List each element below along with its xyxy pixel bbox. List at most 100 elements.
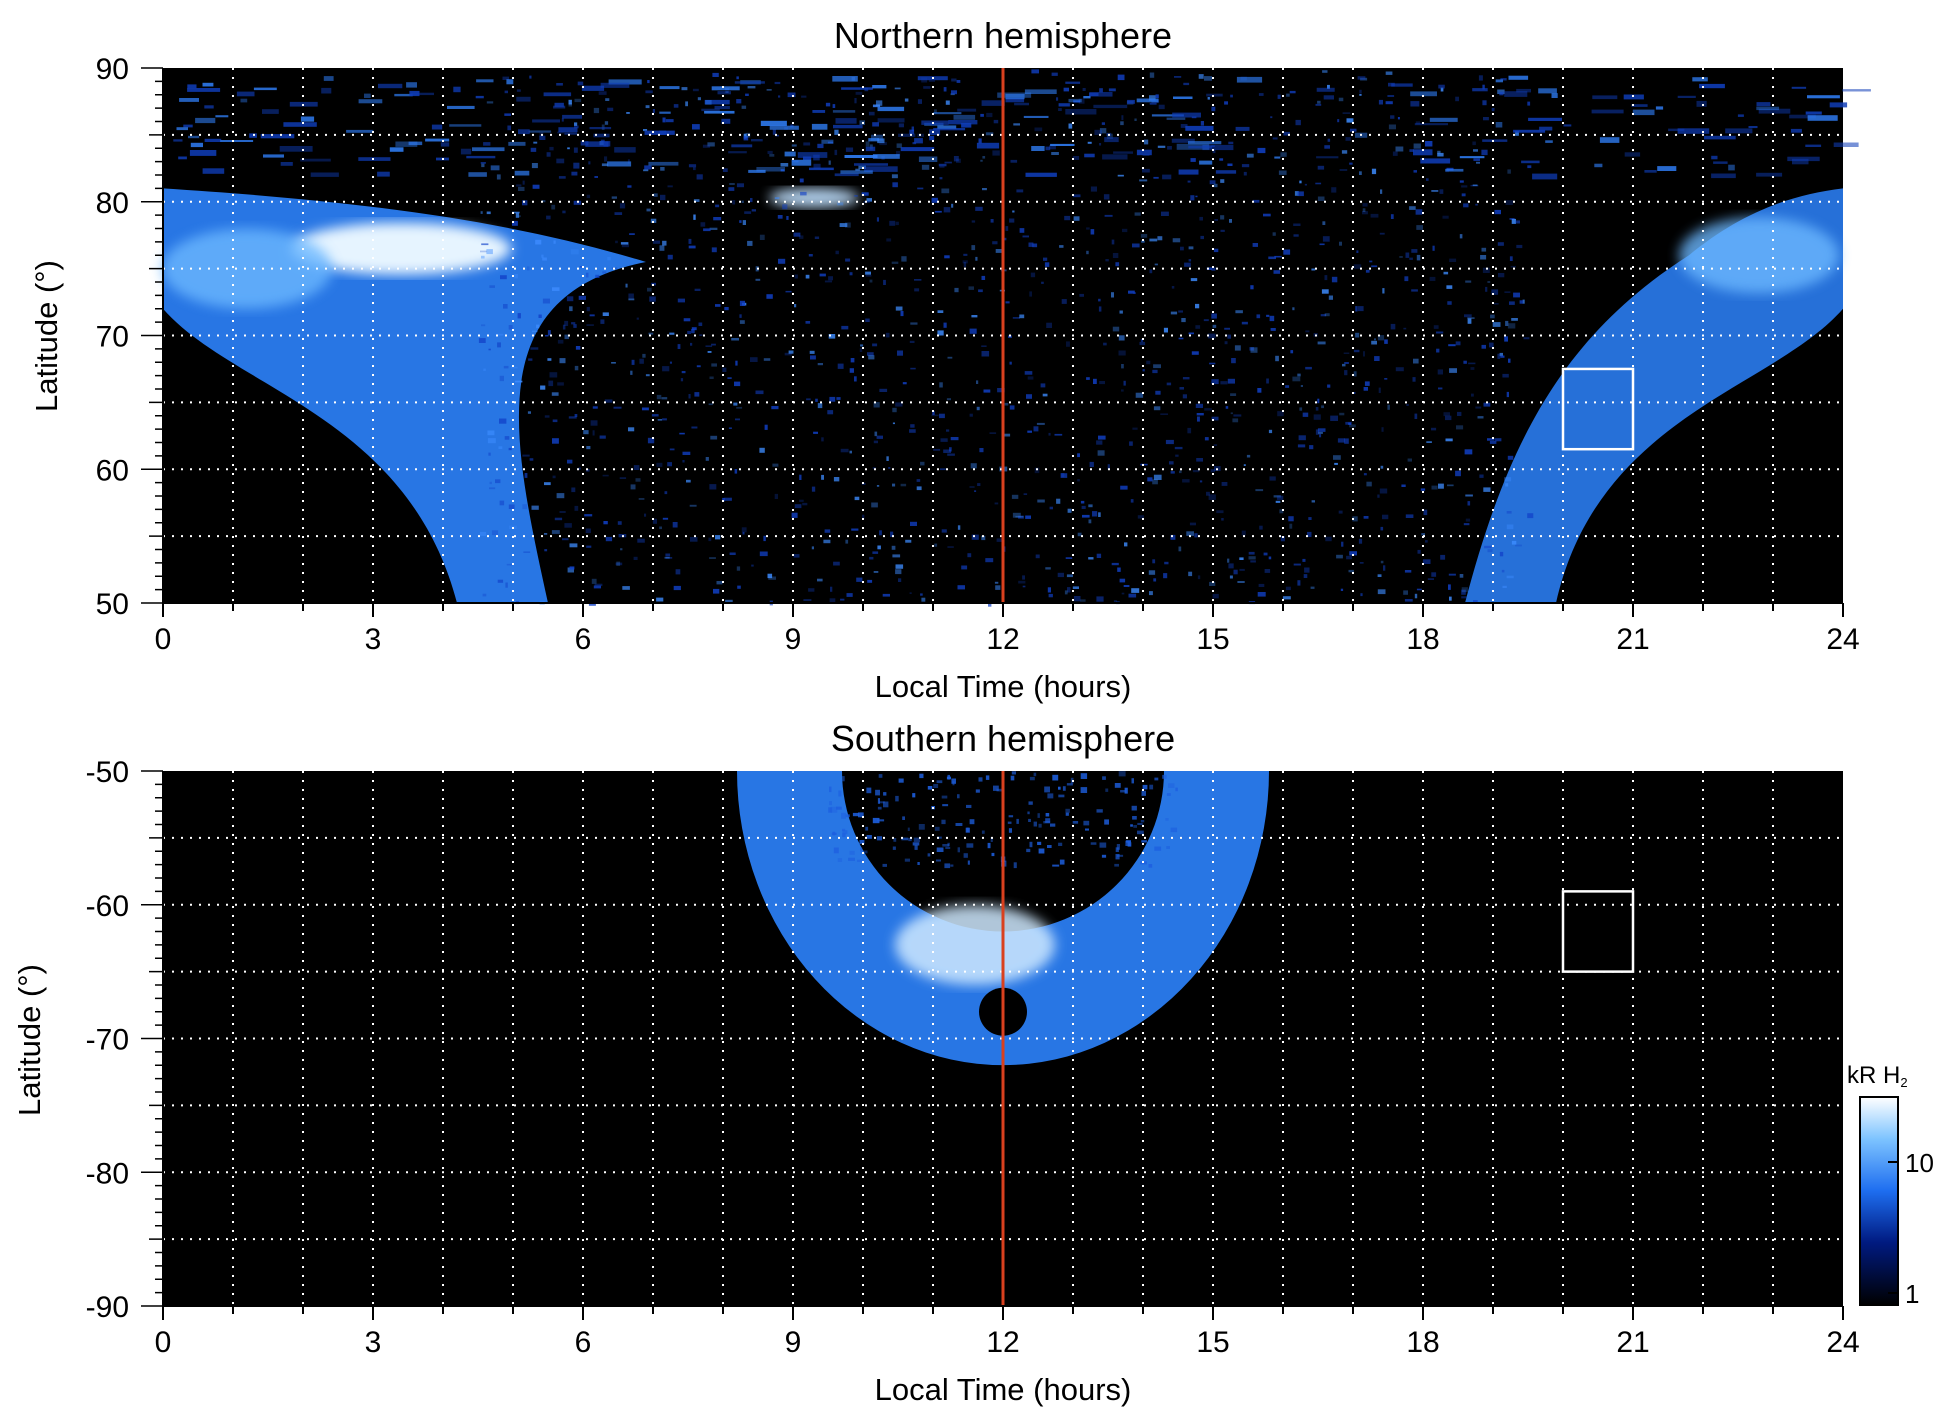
speckle bbox=[1056, 97, 1059, 101]
polar-streak bbox=[1050, 143, 1075, 146]
speckle bbox=[1313, 414, 1321, 420]
speckle bbox=[1515, 544, 1522, 547]
speckle bbox=[662, 418, 667, 421]
speckle bbox=[1149, 784, 1154, 790]
polar-streak bbox=[581, 85, 605, 91]
speckle bbox=[1293, 223, 1301, 226]
speckle bbox=[1344, 438, 1349, 444]
speckle bbox=[1282, 596, 1291, 600]
speckle bbox=[528, 358, 533, 361]
speckle bbox=[829, 396, 836, 402]
speckle bbox=[1315, 103, 1322, 106]
speckle bbox=[673, 585, 681, 591]
speckle bbox=[1152, 479, 1158, 485]
polar-streak bbox=[378, 83, 403, 89]
speckle bbox=[681, 371, 686, 374]
speckle bbox=[747, 240, 753, 246]
southern-bright-core bbox=[895, 904, 1055, 985]
speckle bbox=[594, 176, 598, 178]
speckle bbox=[1116, 844, 1120, 850]
speckle bbox=[1086, 377, 1090, 380]
speckle bbox=[1019, 314, 1025, 319]
speckle bbox=[593, 107, 600, 114]
speckle bbox=[741, 527, 747, 533]
speckle bbox=[604, 399, 613, 403]
polar-streak bbox=[865, 146, 876, 152]
speckle bbox=[838, 790, 842, 797]
speckle bbox=[1382, 514, 1389, 520]
northern-x-ticks: 0 3 6 9 12 15 18 21 24 bbox=[155, 602, 1860, 656]
speckle bbox=[637, 538, 645, 543]
speckle bbox=[877, 806, 882, 810]
speckle bbox=[1117, 567, 1121, 572]
speckle bbox=[633, 556, 638, 560]
speckle bbox=[1302, 412, 1309, 417]
speckle bbox=[1380, 465, 1384, 469]
speckle bbox=[883, 792, 887, 796]
speckle bbox=[1121, 592, 1125, 595]
speckle bbox=[540, 385, 546, 390]
speckle bbox=[662, 117, 666, 123]
speckle bbox=[1390, 323, 1396, 330]
speckle bbox=[937, 836, 942, 839]
speckle bbox=[1137, 830, 1144, 835]
colorbar-gradient bbox=[1859, 1096, 1899, 1306]
polar-streak bbox=[704, 110, 735, 114]
polar-streak bbox=[518, 129, 530, 135]
polar-streak bbox=[914, 138, 923, 144]
speckle bbox=[567, 459, 573, 464]
speckle bbox=[1139, 179, 1148, 182]
speckle bbox=[950, 864, 954, 867]
speckle bbox=[858, 812, 864, 818]
speckle bbox=[478, 338, 486, 343]
speckle bbox=[732, 200, 736, 205]
speckle bbox=[600, 139, 605, 143]
polar-streak bbox=[377, 171, 390, 177]
speckle bbox=[1443, 412, 1450, 417]
polar-streak bbox=[1093, 104, 1128, 109]
speckle bbox=[1353, 371, 1357, 377]
speckle bbox=[878, 774, 883, 778]
speckle bbox=[652, 109, 655, 113]
speckle bbox=[577, 81, 584, 86]
speckle bbox=[1319, 433, 1322, 438]
speckle bbox=[1099, 381, 1105, 385]
speckle bbox=[1455, 470, 1461, 477]
speckle bbox=[852, 812, 860, 817]
speckle bbox=[660, 194, 666, 201]
polar-streak bbox=[240, 98, 248, 103]
polar-streak bbox=[389, 147, 404, 152]
polar-streak bbox=[1151, 114, 1184, 117]
polar-streak bbox=[279, 146, 313, 152]
speckle bbox=[1349, 162, 1353, 165]
speckle bbox=[892, 483, 896, 487]
speckle bbox=[1426, 178, 1429, 181]
speckle bbox=[969, 328, 977, 334]
speckle bbox=[1506, 575, 1514, 579]
polar-streak bbox=[593, 133, 610, 138]
speckle bbox=[1016, 189, 1024, 193]
polar-streak bbox=[929, 129, 941, 136]
dawn-band-glow bbox=[162, 228, 332, 309]
speckle bbox=[642, 407, 649, 411]
speckle bbox=[1463, 523, 1470, 526]
speckle bbox=[1227, 378, 1235, 384]
polar-streak bbox=[1756, 172, 1783, 177]
speckle bbox=[696, 174, 703, 180]
speckle bbox=[615, 562, 623, 566]
speckle bbox=[895, 402, 903, 407]
speckle bbox=[872, 343, 878, 347]
speckle bbox=[1105, 788, 1109, 792]
speckle bbox=[530, 347, 539, 350]
y-tick-label: 80 bbox=[96, 187, 129, 220]
polar-streak bbox=[961, 123, 972, 128]
speckle bbox=[759, 551, 768, 557]
speckle bbox=[916, 479, 921, 482]
speckle bbox=[1030, 272, 1036, 278]
speckle bbox=[742, 220, 746, 225]
speckle bbox=[1182, 394, 1187, 399]
speckle bbox=[1052, 864, 1060, 867]
polar-streak bbox=[1842, 89, 1871, 92]
speckle bbox=[1077, 532, 1082, 537]
speckle bbox=[841, 325, 849, 330]
